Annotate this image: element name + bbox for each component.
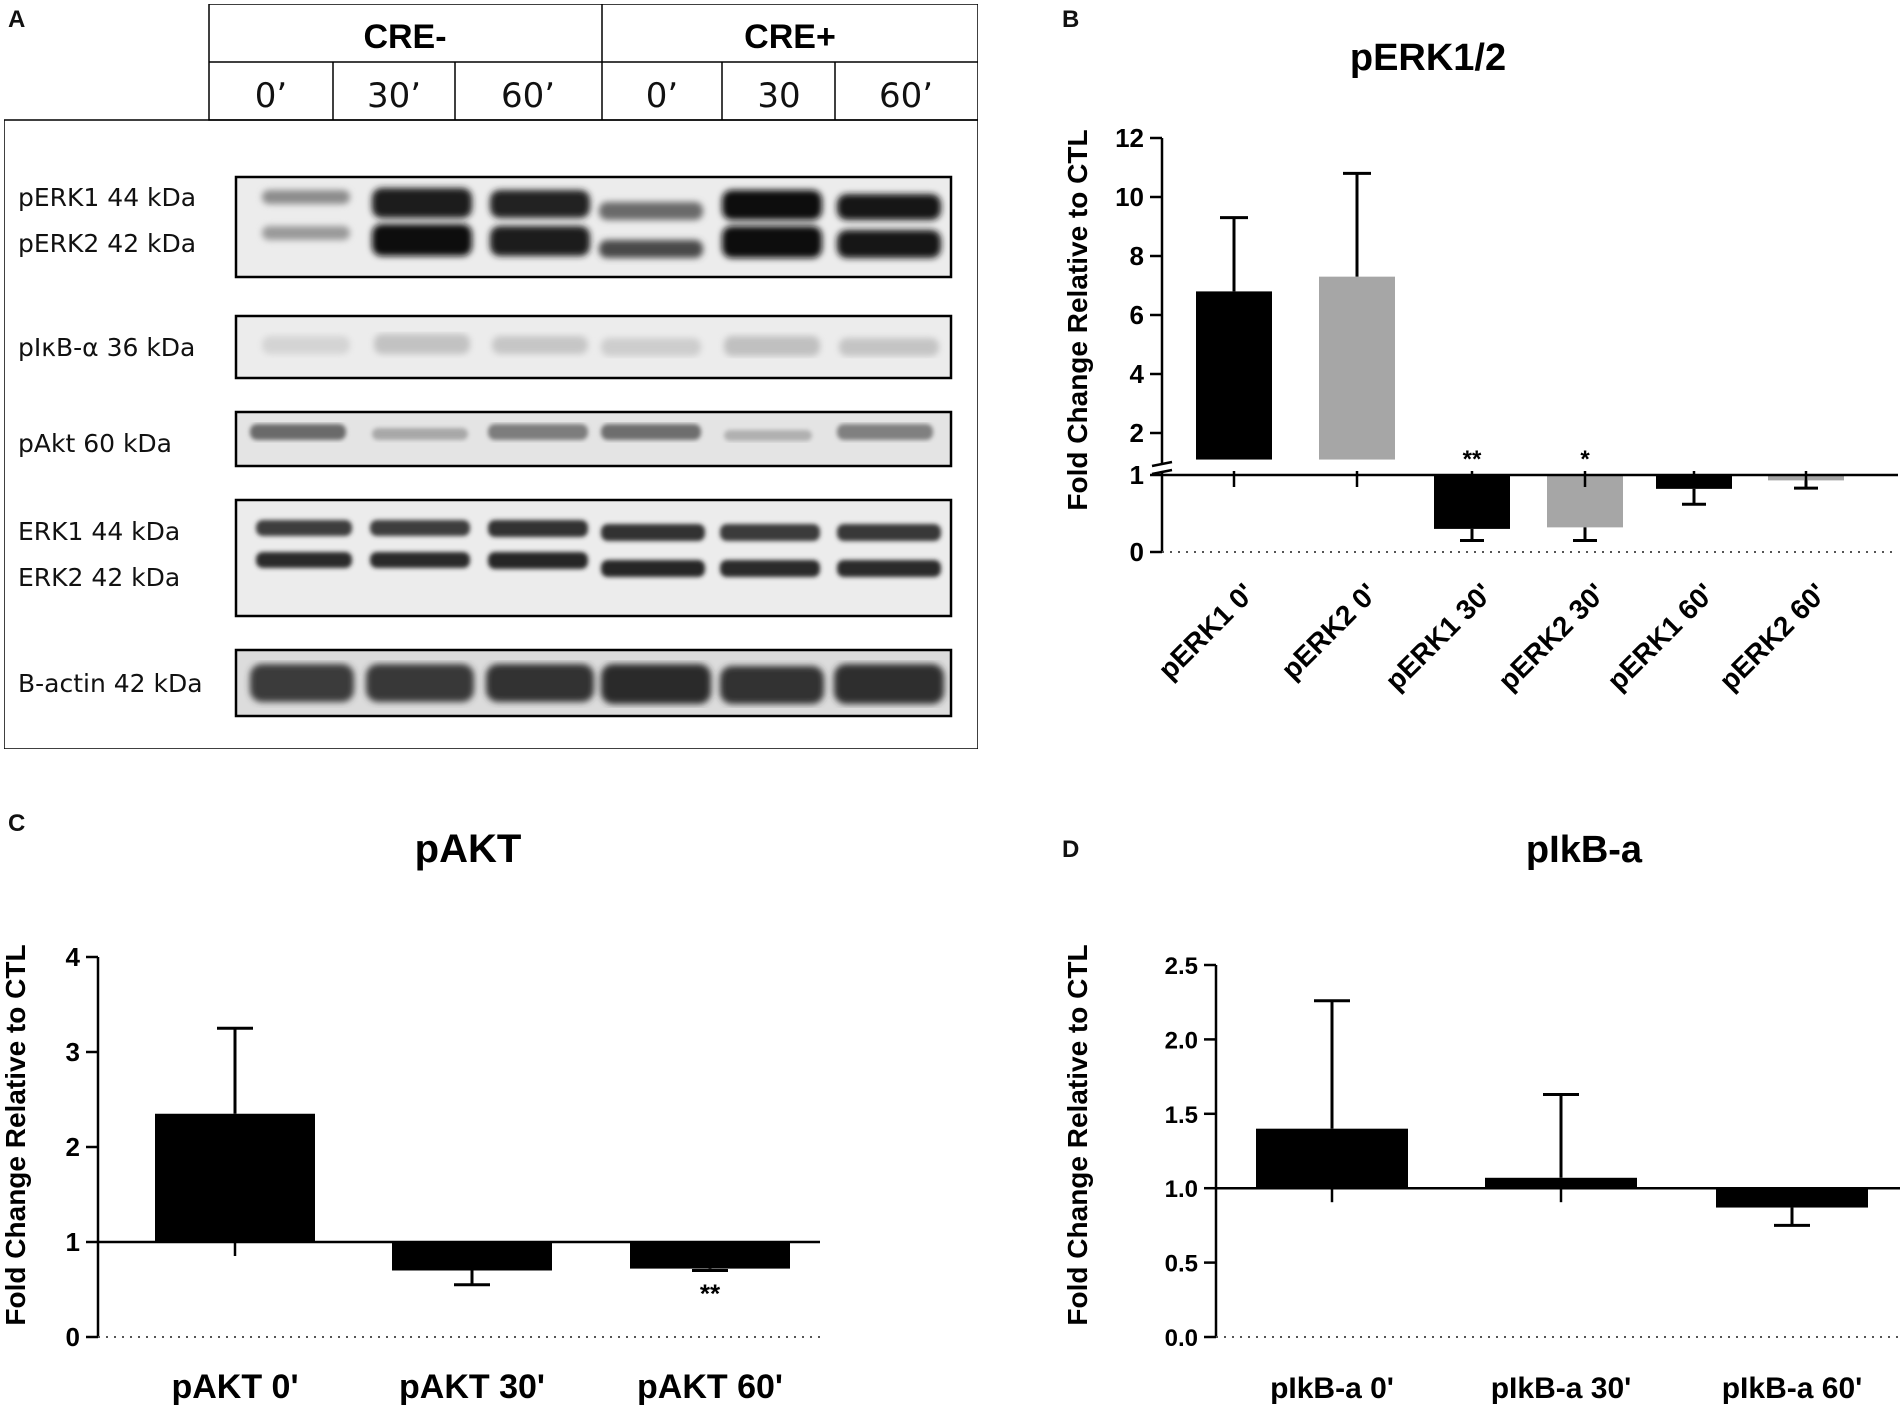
band-label-perk2: pERK2 42 kDa bbox=[18, 229, 196, 258]
bar bbox=[392, 1242, 552, 1271]
y-tick-label: 1.5 bbox=[1165, 1102, 1198, 1129]
y-tick-label: 0 bbox=[1130, 537, 1144, 567]
y-tick-label: 2.0 bbox=[1165, 1027, 1198, 1054]
category-label: pERK2 60' bbox=[1713, 577, 1832, 696]
category-label: pIkB-a 30' bbox=[1491, 1372, 1632, 1405]
bar bbox=[1319, 276, 1395, 460]
y-tick-label: 0 bbox=[66, 1322, 80, 1352]
category-label: pERK1 0' bbox=[1152, 577, 1260, 685]
panel-letter-b: B bbox=[1062, 6, 1080, 33]
band-label-erk2: ERK2 42 kDa bbox=[18, 563, 180, 592]
group-label-cre-neg: CRE- bbox=[363, 18, 446, 56]
timepoint-label: 0’ bbox=[646, 76, 678, 116]
chart-title: pERK1/2 bbox=[1350, 37, 1506, 79]
y-axis-label: Fold Change Relative to CTL bbox=[1062, 944, 1093, 1325]
category-label: pERK2 0' bbox=[1275, 577, 1383, 685]
group-label-cre-pos: CRE+ bbox=[744, 18, 836, 56]
category-label: pERK1 30' bbox=[1379, 577, 1498, 696]
category-label: pIkB-a 60' bbox=[1722, 1372, 1863, 1405]
y-tick-label: 3 bbox=[66, 1037, 80, 1067]
category-label: pAKT 30' bbox=[399, 1368, 545, 1406]
bar bbox=[630, 1242, 790, 1269]
band-label-perk1: pERK1 44 kDa bbox=[18, 183, 196, 212]
y-tick-label: 0.0 bbox=[1165, 1325, 1198, 1352]
chart-perk: pERK1/2 Fold Change Relative to CTL 2 4 6 8… bbox=[1062, 37, 1898, 696]
axis-break-mark bbox=[1151, 468, 1173, 476]
panel-letter-a: A bbox=[8, 6, 26, 33]
y-tick-label: 8 bbox=[1130, 241, 1144, 271]
band-label-pikba: pIκB-α 36 kDa bbox=[18, 333, 195, 362]
timepoint-label: 0’ bbox=[255, 76, 287, 116]
y-tick-label: 12 bbox=[1115, 123, 1144, 153]
y-tick-label: 4 bbox=[66, 942, 81, 972]
y-tick-label: 6 bbox=[1130, 300, 1144, 330]
significance-marker: * bbox=[1580, 446, 1590, 473]
blot-header-table bbox=[208, 4, 978, 121]
y-tick-label: 1 bbox=[66, 1227, 80, 1257]
significance-marker: ** bbox=[1463, 446, 1482, 473]
category-label: pERK2 30' bbox=[1492, 577, 1611, 696]
y-tick-label: 1.0 bbox=[1165, 1176, 1198, 1203]
timepoint-label: 30 bbox=[757, 76, 800, 116]
category-label: pAKT 0' bbox=[171, 1368, 298, 1406]
bar bbox=[1196, 291, 1272, 460]
y-tick-label: 2 bbox=[1130, 418, 1144, 448]
bar bbox=[1485, 1177, 1637, 1189]
western-blot-panel: CRE- CRE+ 0’ 30’ 60’ 0’ 30 60’ pERK1 44 … bbox=[4, 4, 978, 749]
timepoint-label: 60’ bbox=[501, 76, 555, 116]
y-tick-label: 10 bbox=[1115, 182, 1144, 212]
panel-letter-c: C bbox=[8, 810, 26, 837]
axis-break-mark bbox=[1151, 460, 1173, 468]
bar bbox=[1256, 1128, 1408, 1189]
bar bbox=[1716, 1188, 1868, 1208]
blot-body-frame bbox=[4, 119, 978, 749]
blot-strip-erk bbox=[234, 498, 953, 618]
y-tick-label: 0.5 bbox=[1165, 1251, 1198, 1278]
significance-marker: ** bbox=[700, 1279, 721, 1309]
chart-pakt: pAKT Fold Change Relative to CTL 0 1 2 3 4 pA… bbox=[0, 827, 820, 1406]
y-axis-label: Fold Change Relative to CTL bbox=[0, 944, 31, 1325]
y-tick-label: 1 bbox=[1130, 460, 1144, 490]
category-label: pERK1 60' bbox=[1601, 577, 1720, 696]
y-tick-label: 2 bbox=[66, 1132, 80, 1162]
chart-title: pAKT bbox=[415, 827, 522, 871]
y-tick-label: 4 bbox=[1130, 359, 1145, 389]
y-tick-label: 2.5 bbox=[1165, 953, 1198, 980]
blot-strip-bactin bbox=[234, 648, 953, 718]
band-label-pakt: pAkt 60 kDa bbox=[18, 429, 172, 458]
category-label: pIkB-a 0' bbox=[1270, 1372, 1394, 1405]
blot-strip-perk bbox=[234, 175, 953, 279]
y-axis-label: Fold Change Relative to CTL bbox=[1062, 129, 1093, 510]
band-label-erk1: ERK1 44 kDa bbox=[18, 517, 180, 546]
category-label: pAKT 60' bbox=[637, 1368, 783, 1406]
timepoint-label: 30’ bbox=[367, 76, 421, 116]
bar bbox=[155, 1113, 315, 1242]
band-label-bactin: B-actin 42 kDa bbox=[18, 669, 203, 698]
timepoint-label: 60’ bbox=[879, 76, 933, 116]
blot-strip-pikba bbox=[234, 314, 953, 380]
panel-letter-d: D bbox=[1062, 836, 1080, 863]
blot-strip-pakt bbox=[234, 410, 953, 468]
chart-title: pIkB-a bbox=[1526, 829, 1643, 871]
chart-pikba: pIkB-a Fold Change Relative to CTL 0.0 0.… bbox=[1062, 829, 1900, 1405]
